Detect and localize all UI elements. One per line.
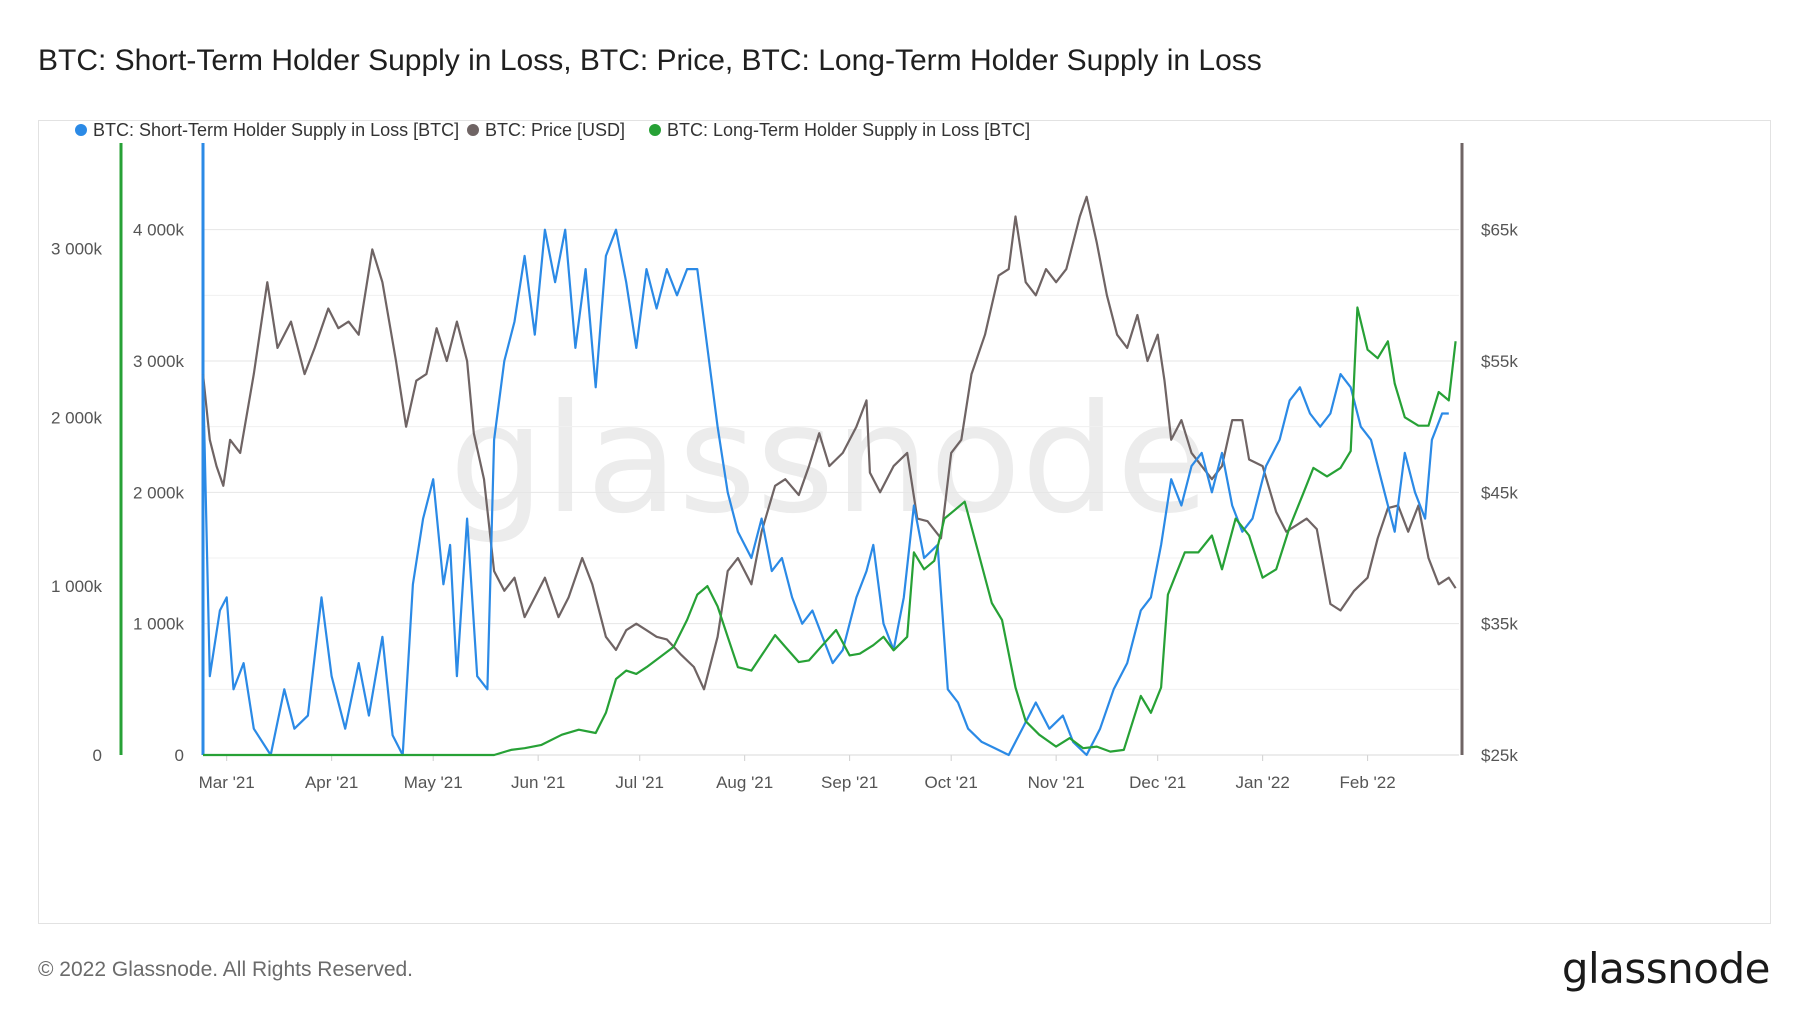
price-axis-tick: $35k [1481, 615, 1518, 634]
sth-axis-tick: 3 000k [133, 352, 185, 371]
lth-axis-tick: 1 000k [51, 577, 103, 596]
x-axis-tick: Sep '21 [821, 773, 878, 792]
chart-frame: glassnode $25k $35k $45k $55k $65k 0 1 000k 2 00… [38, 120, 1771, 924]
legend-sth-dot[interactable] [75, 124, 87, 136]
lth-axis-tick: 0 [93, 746, 102, 765]
lth-axis-tick: 3 000k [51, 239, 103, 258]
legend-price-dot[interactable] [467, 124, 479, 136]
sth-series-line [201, 228, 1449, 757]
x-axis-tick: Jan '22 [1235, 773, 1289, 792]
legend-price-label[interactable]: BTC: Price [USD] [485, 121, 625, 140]
x-axis-tick: Jul '21 [615, 773, 664, 792]
sth-axis-tick: 1 000k [133, 615, 185, 634]
watermark-text: glassnode [449, 373, 1208, 547]
lth-series-line [203, 306, 1457, 757]
x-axis-tick: Oct '21 [925, 773, 978, 792]
price-axis-tick: $65k [1481, 221, 1518, 240]
x-axis-tick: Aug '21 [716, 773, 773, 792]
price-axis-tick: $45k [1481, 483, 1518, 502]
chart-svg: glassnode $25k $35k $45k $55k $65k 0 1 000k 2 00… [51, 121, 1518, 792]
x-axis-tick: Jun '21 [511, 773, 565, 792]
copyright-text: © 2022 Glassnode. All Rights Reserved. [38, 958, 414, 981]
x-axis-tick: Apr '21 [305, 773, 358, 792]
x-axis-tick: Dec '21 [1129, 773, 1186, 792]
price-axis-tick: $25k [1481, 746, 1518, 765]
price-axis-tick: $55k [1481, 352, 1518, 371]
x-axis-tick: Feb '22 [1340, 773, 1396, 792]
glassnode-logo: glassnode [1561, 944, 1771, 993]
x-axis-tick: Mar '21 [199, 773, 255, 792]
x-axis-tick: Nov '21 [1028, 773, 1085, 792]
legend-sth-label[interactable]: BTC: Short-Term Holder Supply in Loss [B… [93, 121, 459, 140]
chart-title: BTC: Short-Term Holder Supply in Loss, B… [38, 44, 1262, 77]
price-series-line [201, 195, 1457, 691]
sth-axis-tick: 0 [175, 746, 184, 765]
x-axis-tick: May '21 [404, 773, 463, 792]
lth-axis-tick: 2 000k [51, 408, 103, 427]
sth-axis-tick: 4 000k [133, 221, 185, 240]
legend-lth-label[interactable]: BTC: Long-Term Holder Supply in Loss [BT… [667, 121, 1030, 140]
sth-axis-tick: 2 000k [133, 483, 185, 502]
legend-lth-dot[interactable] [649, 124, 661, 136]
